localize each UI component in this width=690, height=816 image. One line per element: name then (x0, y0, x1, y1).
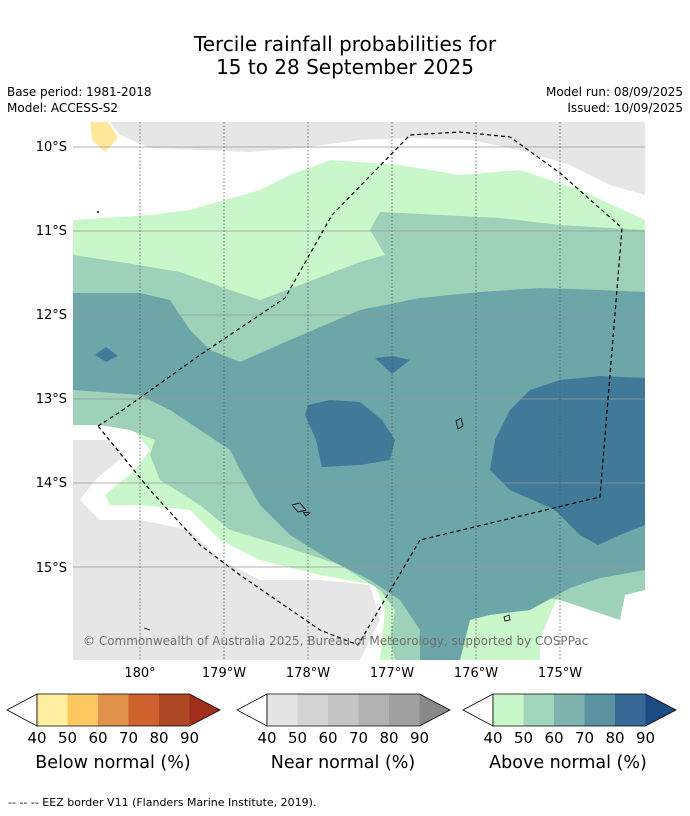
map-area (73, 122, 645, 660)
land-bottom-grey (73, 440, 380, 660)
cbar-near-min-arrow (236, 693, 268, 727)
cbar-below-tick-40: 40 (27, 729, 46, 747)
lat-label-14s: 14°S (36, 476, 67, 491)
lat-label-10s: 10°S (36, 140, 67, 155)
cbar-above-max-arrow (645, 694, 676, 726)
cbar-below-swatch-2 (98, 694, 129, 726)
cbar-below-swatch-3 (128, 694, 159, 726)
base-period-text: Base period: 1981-2018 (7, 85, 152, 99)
lon-label-175w: 175°W (538, 666, 582, 681)
cbar-above-tick-90: 90 (636, 729, 655, 747)
cbar-near-swatch-2 (328, 694, 359, 726)
lon-label-180: 180° (124, 666, 155, 681)
cbar-near-tick-40: 40 (257, 729, 276, 747)
meridians (139, 122, 561, 660)
cbar-below-swatch-0 (37, 694, 68, 726)
above-70-small-2 (375, 356, 410, 374)
colorbar-near-label: Near normal (%) (270, 753, 416, 773)
lat-labels: 10°S 11°S 12°S 13°S 14°S 15°S (36, 140, 67, 576)
lat-label-11s: 11°S (36, 224, 67, 239)
colorbar-below-label: Below normal (%) (35, 753, 191, 773)
gridlines (73, 146, 645, 568)
lon-label-179w: 179°W (202, 666, 246, 681)
cbar-above-min-arrow (462, 693, 494, 727)
cbar-above-swatch-0 (493, 694, 524, 726)
land-top-grey (110, 122, 645, 195)
island-1 (455, 417, 464, 430)
island-3 (302, 511, 312, 517)
above-70-small-1 (95, 347, 118, 362)
copyright-text: © Commonwealth of Australia 2025, Bureau… (83, 634, 588, 648)
cbar-below-tick-50: 50 (58, 729, 77, 747)
cbar-near-swatch-4 (389, 694, 420, 726)
cbar-near-tick-90: 90 (410, 729, 429, 747)
lat-label-15s: 15°S (36, 561, 67, 576)
island-2 (291, 502, 307, 513)
cbar-below-tick-60: 60 (88, 729, 107, 747)
colorbar-near-normal: 40 50 60 70 80 90 (236, 693, 451, 747)
cbar-below-tick-90: 90 (180, 729, 199, 747)
model-text: Model: ACCESS-S2 (7, 101, 119, 115)
cbar-above-swatch-4 (615, 694, 646, 726)
eez-border (97, 131, 623, 646)
island-5 (143, 627, 151, 631)
cbar-near-swatch-1 (297, 694, 328, 726)
lon-label-176w: 176°W (454, 666, 498, 681)
eez-footnote: -- -- -- EEZ border V11 (Flanders Marine… (8, 796, 317, 809)
lon-label-178w: 178°W (286, 666, 330, 681)
cbar-near-tick-80: 80 (379, 729, 398, 747)
cbar-above-swatch-1 (523, 694, 554, 726)
cbar-below-max-arrow (189, 694, 220, 726)
cbar-below-tick-70: 70 (119, 729, 138, 747)
cbar-near-swatch-3 (358, 694, 389, 726)
cbar-near-tick-60: 60 (318, 729, 337, 747)
cbar-near-tick-70: 70 (349, 729, 368, 747)
cbar-above-tick-40: 40 (483, 729, 502, 747)
lat-label-12s: 12°S (36, 308, 67, 323)
cbar-near-max-arrow (419, 694, 450, 726)
cbar-below-tick-80: 80 (149, 729, 168, 747)
above-70-center (305, 400, 395, 467)
cbar-below-swatch-1 (67, 694, 98, 726)
cbar-above-tick-80: 80 (605, 729, 624, 747)
colorbar-below-normal: 40 50 60 70 80 90 (6, 693, 221, 747)
lon-label-177w: 177°W (370, 666, 414, 681)
cbar-above-tick-50: 50 (514, 729, 533, 747)
island-4 (503, 614, 511, 622)
model-run-text: Model run: 08/09/2025 (545, 85, 683, 99)
cbar-below-min-arrow (6, 693, 38, 727)
cbar-above-swatch-2 (554, 694, 585, 726)
cbar-near-tick-50: 50 (288, 729, 307, 747)
issued-text: Issued: 10/09/2025 (567, 101, 683, 115)
colorbar-above-normal: 40 50 60 70 80 90 (462, 693, 677, 747)
cbar-above-swatch-3 (584, 694, 615, 726)
below-50-patch (90, 122, 118, 152)
lat-label-13s: 13°S (36, 392, 67, 407)
lon-labels: 180° 179°W 178°W 177°W 176°W 175°W (124, 666, 582, 681)
islet-dot (97, 211, 99, 213)
colorbar-above-label: Above normal (%) (489, 753, 647, 773)
cbar-above-tick-70: 70 (575, 729, 594, 747)
title-line-1: Tercile rainfall probabilities for (193, 32, 497, 56)
title-line-2: 15 to 28 September 2025 (216, 55, 474, 79)
cbar-below-swatch-4 (159, 694, 190, 726)
cbar-above-tick-60: 60 (544, 729, 563, 747)
cbar-near-swatch-0 (267, 694, 298, 726)
